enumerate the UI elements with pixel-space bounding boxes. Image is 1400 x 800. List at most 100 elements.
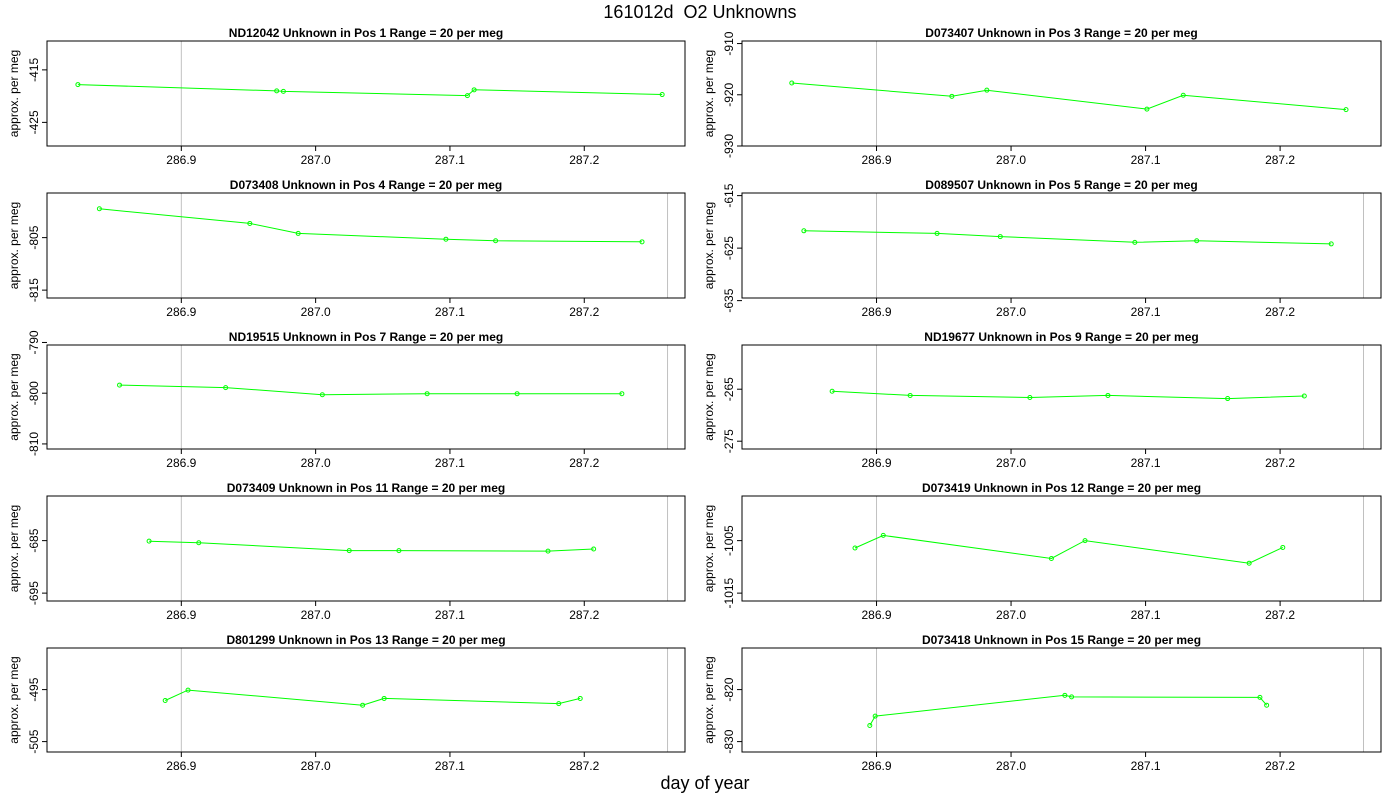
data-point bbox=[1180, 92, 1186, 98]
data-point bbox=[867, 722, 873, 728]
panel-frame bbox=[741, 495, 1382, 602]
data-point bbox=[1301, 393, 1307, 399]
panel-7: D073409 Unknown in Pos 11 Range = 20 per… bbox=[7, 481, 686, 622]
series-line bbox=[77, 84, 663, 97]
data-point bbox=[591, 546, 597, 552]
y-tick-label: -625 bbox=[722, 236, 736, 260]
data-point bbox=[1280, 544, 1286, 550]
data-point bbox=[424, 391, 430, 397]
panel-frame bbox=[741, 344, 1382, 450]
x-tick-label: 287.2 bbox=[1265, 456, 1295, 470]
series-line bbox=[803, 230, 1332, 245]
data-point bbox=[162, 698, 168, 704]
data-point bbox=[319, 392, 325, 398]
series-line bbox=[854, 534, 1284, 564]
x-tick-label: 287.0 bbox=[301, 456, 331, 470]
panel-3: D073408 Unknown in Pos 4 Range = 20 per … bbox=[7, 178, 686, 319]
panel-frame bbox=[741, 192, 1382, 299]
x-tick-label: 287.0 bbox=[996, 456, 1026, 470]
panel-9: D801299 Unknown in Pos 13 Range = 20 per… bbox=[7, 633, 686, 773]
series-line bbox=[164, 689, 581, 706]
x-tick-label: 287.1 bbox=[435, 759, 465, 773]
y-tick-label: -695 bbox=[27, 581, 41, 605]
data-point bbox=[1257, 694, 1263, 700]
y-tick-label: -800 bbox=[27, 381, 41, 405]
panel-title: D073408 Unknown in Pos 4 Range = 20 per … bbox=[230, 178, 502, 192]
y-axis-label: approx. per meg bbox=[7, 202, 21, 289]
x-tick-label: 287.1 bbox=[1131, 759, 1161, 773]
y-tick-label: -815 bbox=[27, 278, 41, 302]
series-line bbox=[99, 208, 643, 243]
x-tick-label: 286.9 bbox=[862, 608, 892, 622]
x-tick-label: 287.0 bbox=[996, 153, 1026, 167]
panel-frame bbox=[46, 192, 686, 299]
data-point bbox=[1069, 694, 1075, 700]
x-tick-label: 287.2 bbox=[569, 759, 599, 773]
panel-title: D073419 Unknown in Pos 12 Range = 20 per… bbox=[922, 481, 1201, 495]
y-tick-label: -920 bbox=[722, 82, 736, 106]
x-tick-label: 286.9 bbox=[862, 153, 892, 167]
data-point bbox=[493, 238, 499, 244]
x-tick-label: 286.9 bbox=[862, 759, 892, 773]
y-tick-label: -820 bbox=[722, 677, 736, 701]
data-point bbox=[556, 701, 562, 707]
data-point bbox=[146, 538, 152, 544]
data-point bbox=[789, 80, 795, 86]
x-tick-label: 287.0 bbox=[301, 305, 331, 319]
data-point bbox=[471, 87, 477, 93]
y-tick-label: -495 bbox=[27, 677, 41, 701]
x-tick-label: 286.9 bbox=[166, 153, 196, 167]
data-point bbox=[514, 391, 520, 397]
data-point bbox=[659, 92, 665, 98]
y-tick-label: -1015 bbox=[722, 577, 736, 608]
data-point bbox=[1194, 238, 1200, 244]
y-tick-label: -830 bbox=[722, 729, 736, 753]
data-point bbox=[1048, 555, 1054, 561]
panel-title: ND19515 Unknown in Pos 7 Range = 20 per … bbox=[229, 330, 503, 344]
y-axis-label: approx. per meg bbox=[7, 353, 21, 440]
data-point bbox=[280, 88, 286, 94]
data-point bbox=[75, 82, 81, 88]
panel-title: D073407 Unknown in Pos 3 Range = 20 per … bbox=[925, 26, 1197, 40]
figure-title: 161012d O2 Unknowns bbox=[603, 2, 797, 22]
x-tick-label: 287.1 bbox=[1131, 305, 1161, 319]
data-point bbox=[852, 545, 858, 551]
x-tick-label: 287.2 bbox=[1265, 759, 1295, 773]
x-tick-label: 287.0 bbox=[996, 759, 1026, 773]
data-point bbox=[829, 388, 835, 394]
panel-10: D073418 Unknown in Pos 15 Range = 20 per… bbox=[702, 633, 1382, 773]
y-axis-label: approx. per meg bbox=[702, 202, 716, 289]
data-point bbox=[346, 548, 352, 554]
panel-title: ND19677 Unknown in Pos 9 Range = 20 per … bbox=[924, 330, 1198, 344]
data-point bbox=[223, 385, 229, 391]
y-tick-label: -910 bbox=[722, 31, 736, 55]
x-tick-label: 287.2 bbox=[1265, 608, 1295, 622]
data-point bbox=[545, 548, 551, 554]
data-point bbox=[949, 93, 955, 99]
data-point bbox=[577, 695, 583, 701]
y-axis-label: approx. per meg bbox=[702, 656, 716, 743]
data-point bbox=[907, 392, 913, 398]
data-point bbox=[997, 234, 1003, 240]
data-point bbox=[1343, 107, 1349, 113]
x-axis-label: day of year bbox=[660, 773, 750, 793]
x-tick-label: 287.0 bbox=[301, 759, 331, 773]
x-tick-label: 287.0 bbox=[996, 305, 1026, 319]
data-point bbox=[247, 220, 253, 226]
panel-6: ND19677 Unknown in Pos 9 Range = 20 per … bbox=[702, 330, 1382, 470]
panel-title: D089507 Unknown in Pos 5 Range = 20 per … bbox=[925, 178, 1197, 192]
panel-4: D089507 Unknown in Pos 5 Range = 20 per … bbox=[702, 178, 1382, 319]
panel-frame bbox=[46, 495, 686, 602]
y-tick-label: -615 bbox=[722, 183, 736, 207]
series-line bbox=[119, 384, 622, 396]
y-tick-label: -415 bbox=[27, 58, 41, 82]
data-point bbox=[464, 93, 470, 99]
panel-frame bbox=[741, 40, 1382, 147]
panel-title: D073409 Unknown in Pos 11 Range = 20 per… bbox=[227, 481, 505, 495]
data-point bbox=[1082, 538, 1088, 544]
panel-5: ND19515 Unknown in Pos 7 Range = 20 per … bbox=[7, 330, 686, 470]
y-tick-label: -275 bbox=[722, 429, 736, 453]
data-point bbox=[96, 206, 102, 212]
x-tick-label: 286.9 bbox=[862, 456, 892, 470]
